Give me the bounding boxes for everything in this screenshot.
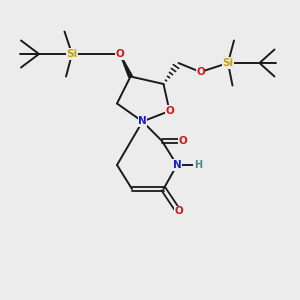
Text: O: O	[116, 49, 124, 59]
Text: H: H	[194, 160, 202, 170]
Text: N: N	[138, 116, 147, 127]
Text: Si: Si	[222, 58, 234, 68]
Text: O: O	[174, 206, 183, 217]
Polygon shape	[120, 54, 132, 77]
Text: O: O	[196, 67, 205, 77]
Text: O: O	[178, 136, 188, 146]
Text: Si: Si	[66, 49, 78, 59]
Text: N: N	[172, 160, 182, 170]
Text: O: O	[165, 106, 174, 116]
